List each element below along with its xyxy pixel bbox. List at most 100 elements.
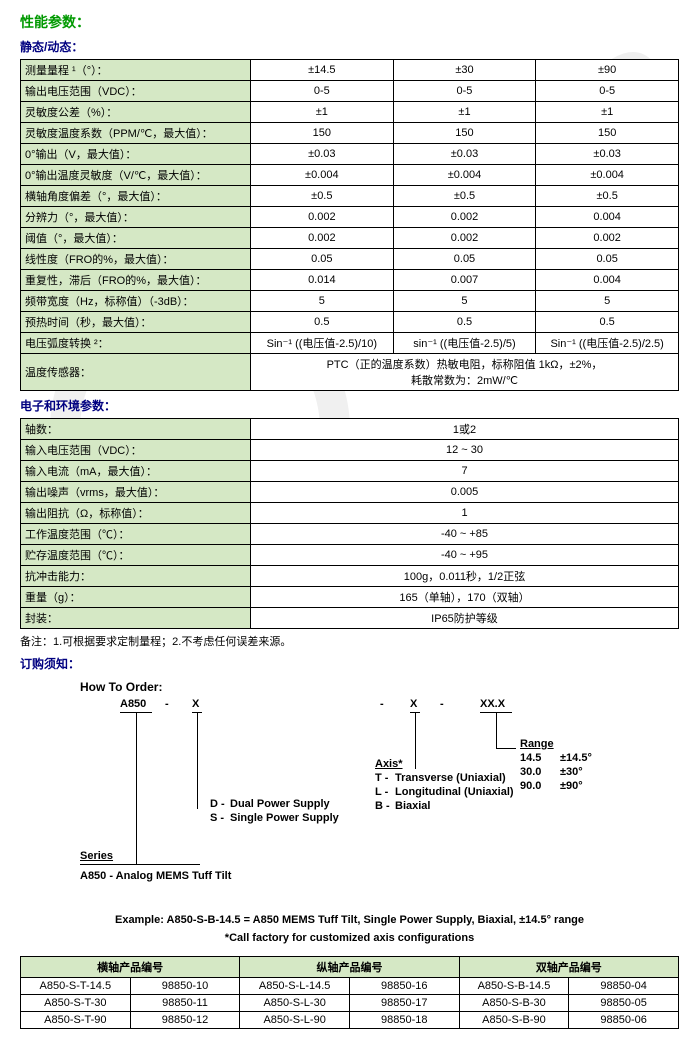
spec-table-1: 测量量程 ¹（°）：±14.5±30±90输出电压范围（VDC）：0-50-50… <box>20 59 679 391</box>
pn-cell: A850-S-T-30 <box>21 995 131 1012</box>
spec-label: 输出电压范围（VDC）： <box>21 81 251 102</box>
spec-value: 0.014 <box>251 270 394 291</box>
spec-value: 0.05 <box>251 249 394 270</box>
part-number-table: 横轴产品编号纵轴产品编号双轴产品编号A850-S-T-14.598850-10A… <box>20 956 679 1029</box>
spec-value: 150 <box>251 123 394 144</box>
diagram-line <box>415 768 416 769</box>
spec-label: 测量量程 ¹（°）： <box>21 60 251 81</box>
spec-label: 温度传感器： <box>21 354 251 391</box>
section-title-order: 订购须知： <box>20 655 679 672</box>
spec-value: -40 ~ +85 <box>251 524 679 545</box>
spec-value: ±1 <box>251 102 394 123</box>
spec-label: 频带宽度（Hz，标称值）（-3dB）： <box>21 291 251 312</box>
spec-value: ±14.5 <box>251 60 394 81</box>
spec-label: 工作温度范围（℃）： <box>21 524 251 545</box>
spec-value: ±0.5 <box>536 186 679 207</box>
spec-value: 5 <box>251 291 394 312</box>
spec-value: 0.05 <box>536 249 679 270</box>
spec-value: 0.002 <box>251 228 394 249</box>
spec-label: 线性度（FRO的%，最大值）： <box>21 249 251 270</box>
spec-label: 分辨力（°，最大值）： <box>21 207 251 228</box>
diagram-label: S - <box>210 812 224 824</box>
spec-value: 0.5 <box>536 312 679 333</box>
spec-value: 0.002 <box>251 207 394 228</box>
spec-value: ±90 <box>536 60 679 81</box>
order-diagram: How To Order: A850-X-X-XX.XRange14.5±14.… <box>20 680 679 898</box>
spec-value: Sin⁻¹ ((电压值-2.5)/10) <box>251 333 394 354</box>
spec-label: 贮存温度范围（℃）： <box>21 545 251 566</box>
diagram-label: 30.0 <box>520 766 541 778</box>
diagram-label: ±90° <box>560 780 583 792</box>
spec-value: 0.005 <box>251 482 679 503</box>
section-subtitle-static: 静态/动态： <box>20 38 679 55</box>
diagram-label: A850 <box>120 698 146 710</box>
pn-cell: 98850-12 <box>130 1012 240 1029</box>
diagram-label: B - <box>375 800 390 812</box>
section-subtitle-elec: 电子和环境参数： <box>20 397 679 414</box>
spec-value: 0-5 <box>393 81 536 102</box>
pn-cell: A850-S-B-30 <box>459 995 569 1012</box>
diagram-line <box>496 712 497 748</box>
spec-label: 输出阻抗（Ω，标称值）： <box>21 503 251 524</box>
diagram-label: X <box>410 698 417 710</box>
spec-value: 5 <box>536 291 679 312</box>
section-title-perf: 性能参数： <box>20 12 679 32</box>
pn-cell: 98850-05 <box>569 995 679 1012</box>
footnote: 备注：1.可根据要求定制量程；2.不考虑任何误差来源。 <box>20 633 679 649</box>
spec-label: 重复性，滞后（FRO的%，最大值）： <box>21 270 251 291</box>
spec-value: 1 <box>251 503 679 524</box>
pn-cell: A850-S-L-14.5 <box>240 978 350 995</box>
spec-value: 0.004 <box>536 207 679 228</box>
spec-label: 0°输出温度灵敏度（V/℃，最大值）： <box>21 165 251 186</box>
order-example: Example: A850-S-B-14.5 = A850 MEMS Tuff … <box>20 914 679 926</box>
pn-cell: 98850-16 <box>349 978 459 995</box>
spec-label: 抗冲击能力： <box>21 566 251 587</box>
spec-value: 0.05 <box>393 249 536 270</box>
pn-cell: A850-S-L-90 <box>240 1012 350 1029</box>
pn-cell: A850-S-T-14.5 <box>21 978 131 995</box>
pn-cell: 98850-06 <box>569 1012 679 1029</box>
diagram-line <box>80 864 200 865</box>
pn-cell: 98850-17 <box>349 995 459 1012</box>
spec-value: sin⁻¹ ((电压值-2.5)/5) <box>393 333 536 354</box>
spec-value: ±0.004 <box>393 165 536 186</box>
pn-header: 纵轴产品编号 <box>240 957 459 978</box>
pn-header: 横轴产品编号 <box>21 957 240 978</box>
diagram-label: Biaxial <box>395 800 430 812</box>
spec-value: 100g，0.011秒，1/2正弦 <box>251 566 679 587</box>
spec-label: 输入电压范围（VDC）： <box>21 440 251 461</box>
spec-value: PTC（正的温度系数）热敏电阻，标称阻值 1kΩ，±2%， 耗散常数为：2mW/… <box>251 354 679 391</box>
spec-label: 输入电流（mA，最大值）： <box>21 461 251 482</box>
spec-value: IP65防护等级 <box>251 608 679 629</box>
spec-value: 0-5 <box>251 81 394 102</box>
diagram-line <box>197 712 198 808</box>
pn-cell: A850-S-L-30 <box>240 995 350 1012</box>
spec-value: 1或2 <box>251 419 679 440</box>
pn-cell: 98850-10 <box>130 978 240 995</box>
diagram-label: Transverse (Uniaxial) <box>395 772 506 784</box>
spec-value: 0.002 <box>393 207 536 228</box>
pn-header: 双轴产品编号 <box>459 957 678 978</box>
diagram-label: Range <box>520 738 554 750</box>
diagram-label: ±30° <box>560 766 583 778</box>
spec-value: Sin⁻¹ ((电压值-2.5)/2.5) <box>536 333 679 354</box>
diagram-label: Longitudinal (Uniaxial) <box>395 786 514 798</box>
spec-value: ±0.5 <box>393 186 536 207</box>
how-to-order-label: How To Order: <box>20 680 679 694</box>
spec-value: 0.5 <box>393 312 536 333</box>
pn-cell: 98850-11 <box>130 995 240 1012</box>
spec-value: ±0.03 <box>251 144 394 165</box>
spec-value: 0.5 <box>251 312 394 333</box>
spec-value: ±1 <box>393 102 536 123</box>
spec-label: 输出噪声（vrms，最大值）： <box>21 482 251 503</box>
spec-label: 重量（g）： <box>21 587 251 608</box>
spec-value: 0.004 <box>536 270 679 291</box>
spec-value: 150 <box>536 123 679 144</box>
spec-label: 预热时间（秒，最大值）： <box>21 312 251 333</box>
spec-value: 0.002 <box>393 228 536 249</box>
diagram-label: ±14.5° <box>560 752 592 764</box>
spec-value: ±0.5 <box>251 186 394 207</box>
spec-label: 封装： <box>21 608 251 629</box>
spec-value: 0.007 <box>393 270 536 291</box>
spec-value: ±0.004 <box>251 165 394 186</box>
